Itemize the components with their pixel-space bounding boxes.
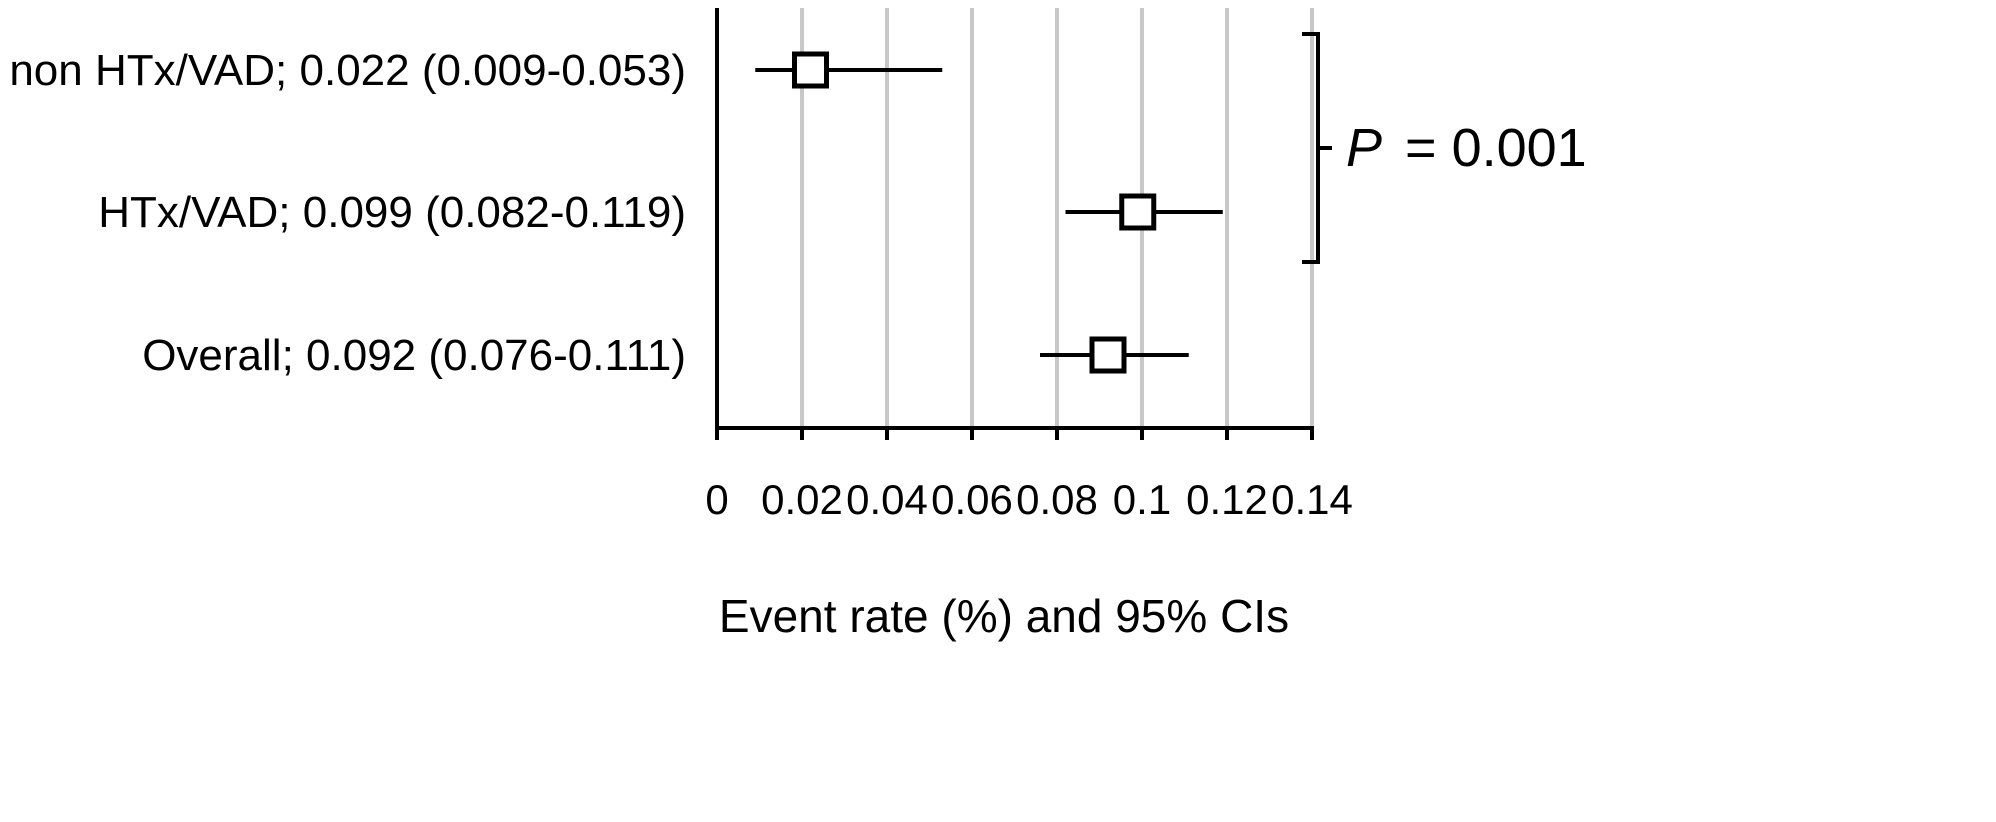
x-axis-ticks: 0 0.02 0.04 0.06 0.08 0.1 0.12 0.14 [705,428,1353,523]
estimate-box [792,51,829,89]
x-tick-label: 0.08 [1016,476,1098,523]
row-label: HTx/VAD; 0.099 (0.082-0.119) [98,188,686,237]
x-tick-label: 0.04 [846,476,928,523]
comparison-bracket [1302,32,1332,264]
estimate-box [1119,193,1157,231]
x-tick-label: 0.02 [761,476,843,523]
x-tick-label: 0 [705,476,728,523]
x-tick-label: 0.14 [1271,476,1353,523]
row-label: Overall; 0.092 (0.076-0.111) [142,331,686,380]
x-tick-label: 0.06 [931,476,1013,523]
p-value-label: P = 0.001 [1346,118,1587,178]
p-value: = 0.001 [1405,118,1587,178]
estimate-box [1089,336,1127,374]
x-axis-title: Event rate (%) and 95% CIs [719,590,1289,642]
p-symbol: P [1346,118,1382,178]
x-tick-label: 0.1 [1113,476,1171,523]
x-tick-label: 0.12 [1186,476,1268,523]
forest-rows: non HTx/VAD; 0.022 (0.009-0.053) HTx/VAD;… [9,46,1223,380]
row-label: non HTx/VAD; 0.022 (0.009-0.053) [9,46,686,95]
